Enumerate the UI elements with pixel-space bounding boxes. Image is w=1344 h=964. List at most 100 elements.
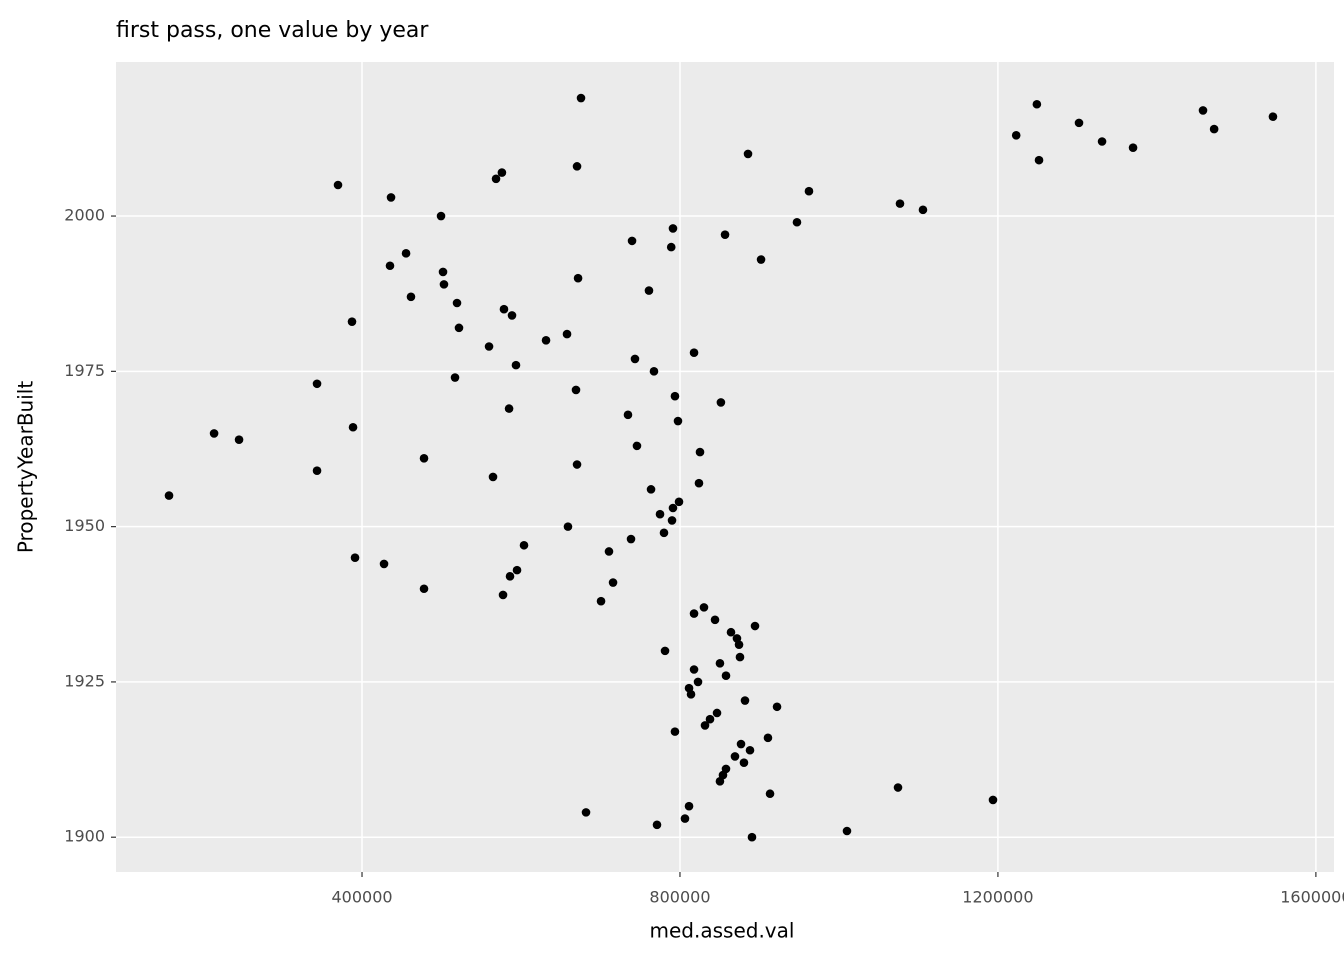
point bbox=[1034, 155, 1044, 165]
y-tick-label: 1950 bbox=[64, 516, 105, 535]
point bbox=[804, 186, 814, 196]
x-tick-label: 400000 bbox=[331, 888, 392, 907]
point bbox=[1268, 112, 1278, 121]
point bbox=[739, 758, 749, 767]
point bbox=[655, 509, 665, 519]
point bbox=[689, 348, 699, 358]
point bbox=[689, 665, 699, 674]
point bbox=[710, 615, 720, 625]
point bbox=[695, 447, 705, 457]
point bbox=[596, 596, 606, 606]
point bbox=[350, 553, 360, 562]
point bbox=[699, 603, 709, 612]
x-axis-label: med.assed.val bbox=[650, 919, 795, 943]
point bbox=[627, 236, 637, 246]
point bbox=[519, 540, 529, 550]
point bbox=[646, 485, 656, 494]
point bbox=[763, 733, 773, 743]
chart-title: first pass, one value by year bbox=[116, 18, 429, 43]
point bbox=[792, 217, 802, 227]
point bbox=[386, 193, 396, 202]
point bbox=[673, 416, 683, 426]
point bbox=[652, 820, 662, 830]
point bbox=[164, 491, 174, 500]
point bbox=[497, 168, 507, 177]
point bbox=[715, 658, 725, 668]
point bbox=[1198, 106, 1208, 115]
point bbox=[401, 249, 411, 258]
point bbox=[209, 429, 219, 438]
point bbox=[385, 261, 395, 271]
point bbox=[736, 739, 746, 749]
point bbox=[572, 162, 582, 171]
point bbox=[735, 652, 745, 662]
point bbox=[512, 565, 522, 575]
point bbox=[1097, 137, 1107, 146]
point bbox=[644, 286, 654, 295]
point bbox=[720, 230, 730, 239]
point bbox=[918, 205, 928, 215]
point bbox=[419, 584, 429, 594]
point bbox=[666, 242, 676, 252]
point bbox=[659, 528, 669, 538]
panel bbox=[116, 62, 1334, 872]
point bbox=[734, 640, 744, 649]
point bbox=[576, 93, 586, 103]
point bbox=[454, 323, 464, 333]
point bbox=[312, 379, 322, 389]
point bbox=[452, 298, 462, 308]
y-tick-label: 1900 bbox=[64, 827, 105, 846]
point bbox=[234, 435, 244, 444]
point bbox=[670, 391, 680, 401]
point bbox=[700, 721, 710, 730]
point bbox=[436, 211, 446, 221]
point bbox=[765, 789, 775, 799]
point bbox=[419, 454, 429, 463]
point bbox=[705, 714, 715, 724]
point bbox=[660, 646, 670, 656]
point bbox=[604, 547, 614, 556]
point bbox=[1011, 130, 1021, 140]
point bbox=[721, 671, 731, 681]
point bbox=[842, 826, 852, 836]
point bbox=[348, 422, 358, 432]
point bbox=[1074, 118, 1084, 128]
x-tick-label: 1600000 bbox=[1280, 888, 1344, 907]
point bbox=[747, 832, 757, 842]
point bbox=[507, 311, 517, 320]
point bbox=[504, 404, 514, 413]
point bbox=[572, 460, 582, 469]
point bbox=[491, 174, 501, 184]
point bbox=[743, 149, 753, 159]
point bbox=[693, 677, 703, 687]
point bbox=[670, 727, 680, 736]
point bbox=[379, 559, 389, 569]
point bbox=[1209, 124, 1219, 134]
point bbox=[439, 280, 449, 289]
point bbox=[562, 329, 572, 339]
point bbox=[450, 373, 460, 382]
y-tick-label: 1975 bbox=[64, 361, 105, 380]
point bbox=[505, 572, 515, 581]
y-axis-label: PropertyYearBuilt bbox=[14, 381, 38, 553]
point bbox=[499, 304, 509, 314]
x-tick-label: 800000 bbox=[649, 888, 710, 907]
point bbox=[511, 360, 521, 370]
point bbox=[893, 783, 903, 792]
x-tick-label: 1200000 bbox=[962, 888, 1033, 907]
point bbox=[347, 317, 357, 326]
point bbox=[623, 410, 633, 420]
point bbox=[668, 503, 678, 513]
point bbox=[438, 267, 448, 277]
point bbox=[581, 808, 591, 817]
point bbox=[571, 385, 581, 395]
point bbox=[1128, 143, 1138, 153]
point bbox=[730, 752, 740, 761]
point bbox=[667, 516, 677, 525]
point bbox=[686, 690, 696, 699]
point bbox=[312, 466, 322, 476]
point bbox=[1032, 99, 1042, 109]
point bbox=[406, 292, 416, 302]
y-tick-label: 1925 bbox=[64, 671, 105, 690]
